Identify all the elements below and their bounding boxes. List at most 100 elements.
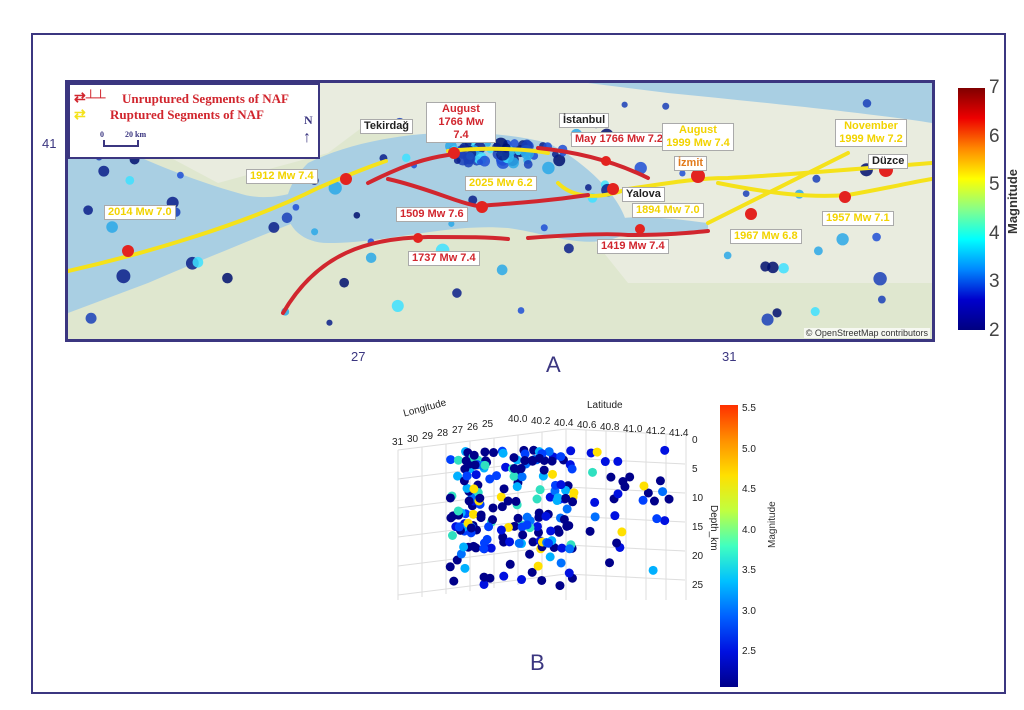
panel-label-a: A xyxy=(546,352,561,377)
3d-point xyxy=(528,537,538,547)
city-tekirdag: Tekirdağ xyxy=(360,119,414,134)
3d-point xyxy=(453,455,463,465)
3d-point xyxy=(534,453,544,463)
3d-point xyxy=(485,474,495,484)
earthquake-dot xyxy=(542,161,555,175)
fault-map: ⇄┴┴ Unruptured Segments of NAF ⇄ Rupture… xyxy=(65,80,935,342)
latitude-tick: 40.2 xyxy=(531,416,551,427)
3d-point xyxy=(486,543,496,553)
event-may-1766: May 1766 Mw 7.2 xyxy=(571,132,668,147)
3d-point xyxy=(520,449,530,459)
3d-point xyxy=(462,471,472,481)
3d-scatter-plot xyxy=(397,428,687,600)
earthquake-dot xyxy=(496,264,508,276)
earthquake-dot xyxy=(813,246,823,256)
3d-point xyxy=(505,537,515,547)
3d-point xyxy=(532,494,542,504)
3d-point xyxy=(498,532,508,542)
3d-point xyxy=(539,465,549,475)
earthquake-dot xyxy=(479,155,491,167)
earthquake-dot xyxy=(778,262,789,274)
izmit-gulf xyxy=(598,217,708,233)
city-izmit: İzmit xyxy=(674,156,708,171)
3d-point xyxy=(464,496,474,506)
3d-point xyxy=(489,448,499,458)
event-1967: 1967 Mw 6.8 xyxy=(730,229,802,244)
3d-point xyxy=(471,470,481,480)
3d-point xyxy=(449,576,459,586)
earthquake-dot xyxy=(523,160,533,169)
earthquake-dot xyxy=(772,308,782,318)
depth-tick: 20 xyxy=(692,551,704,562)
3d-point xyxy=(525,549,535,559)
3d-point xyxy=(618,477,628,487)
3d-point xyxy=(664,494,674,504)
earthquake-dot xyxy=(767,261,779,274)
unruptured-arrows-icon: ⇄┴┴ xyxy=(74,91,106,106)
3d-point xyxy=(638,495,648,505)
3d-point xyxy=(517,575,527,585)
3d-point xyxy=(520,456,530,466)
3d-point xyxy=(509,453,519,463)
earthquake-dot xyxy=(339,277,350,288)
colorbar-a-tick: 3 xyxy=(989,271,1000,292)
3d-point xyxy=(545,552,555,562)
3d-point xyxy=(541,511,551,521)
earthquake-dot xyxy=(176,171,184,179)
earthquake-dot xyxy=(83,205,93,216)
earthquake-dot xyxy=(106,221,118,233)
scale-bar xyxy=(103,140,139,147)
depth-tick: 5 xyxy=(692,464,698,475)
3d-point xyxy=(534,508,544,518)
3d-point xyxy=(499,484,509,494)
3d-point xyxy=(568,497,578,507)
latitude-tick: 40.8 xyxy=(600,422,620,433)
earthquake-dot xyxy=(281,212,293,224)
3d-point xyxy=(496,525,506,535)
3d-point xyxy=(484,522,494,532)
3d-point xyxy=(528,456,538,466)
ruptured-segment-1999 xyxy=(556,161,932,198)
colorbar-a-title: Magnitude xyxy=(1005,169,1020,234)
3d-point xyxy=(456,549,466,559)
3d-point xyxy=(585,526,595,536)
earthquake-dot xyxy=(353,211,361,219)
3d-point xyxy=(447,531,457,541)
3d-point xyxy=(617,527,627,537)
3d-point xyxy=(485,573,495,583)
earthquake-dot xyxy=(468,195,478,205)
earthquake-dot xyxy=(391,299,404,312)
colorbar-a-tick: 2 xyxy=(989,319,1000,341)
3d-point xyxy=(557,543,567,553)
3d-point xyxy=(592,447,602,457)
earthquake-dot xyxy=(812,174,821,183)
grid-line xyxy=(397,428,567,451)
3d-point xyxy=(564,568,574,578)
3d-point xyxy=(497,502,507,512)
longitude-tick: 26 xyxy=(467,422,479,433)
event-1912: 1912 Mw 7.4 xyxy=(246,169,318,184)
3d-point xyxy=(555,581,565,591)
3d-point xyxy=(518,530,528,540)
event-1737: 1737 Mw 7.4 xyxy=(408,251,480,266)
event-aug-1766: August 1766 Mw 7.4 xyxy=(426,102,496,143)
3d-point xyxy=(605,558,615,568)
3d-point xyxy=(479,579,489,589)
3d-point xyxy=(613,456,623,466)
event-1419: 1419 Mw 7.4 xyxy=(597,239,669,254)
depth-tick: 15 xyxy=(692,522,704,533)
ruptured-segment-2025 xyxy=(446,146,550,155)
city-yalova: Yalova xyxy=(622,187,665,202)
earthquake-dot xyxy=(584,184,592,191)
earthquake-dot xyxy=(222,272,233,284)
3d-point xyxy=(482,534,492,544)
legend-unruptured: Unruptured Segments of NAF xyxy=(122,91,289,106)
3d-point xyxy=(590,512,600,522)
3d-point xyxy=(503,522,513,532)
colorbar-a-tick: 5 xyxy=(989,174,1000,195)
3d-point xyxy=(501,462,511,472)
aegean-strait xyxy=(68,123,318,313)
longitude-tick: 30 xyxy=(407,434,419,445)
3d-point xyxy=(544,447,554,457)
longitude-tick: 29 xyxy=(422,431,434,442)
